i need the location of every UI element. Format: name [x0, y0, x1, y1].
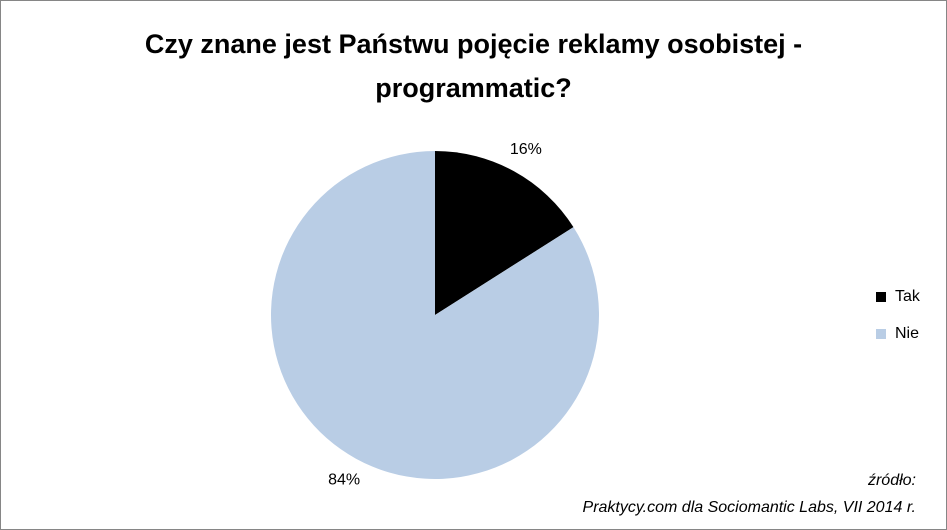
source-note: źródło:: [867, 472, 916, 489]
legend-swatch: [876, 292, 886, 302]
legend-label: Nie: [895, 325, 919, 342]
source-note: Praktycy.com dla Sociomantic Labs, VII 2…: [583, 499, 916, 516]
chart-title: Czy znane jest Państwu pojęcie reklamy o…: [144, 29, 803, 103]
pie-slice: [435, 151, 574, 315]
data-label: 84%: [328, 471, 360, 488]
legend-label: Tak: [895, 288, 921, 305]
legend-swatch: [876, 329, 886, 339]
data-label: 16%: [510, 141, 542, 158]
pie-slice: [270, 151, 599, 479]
